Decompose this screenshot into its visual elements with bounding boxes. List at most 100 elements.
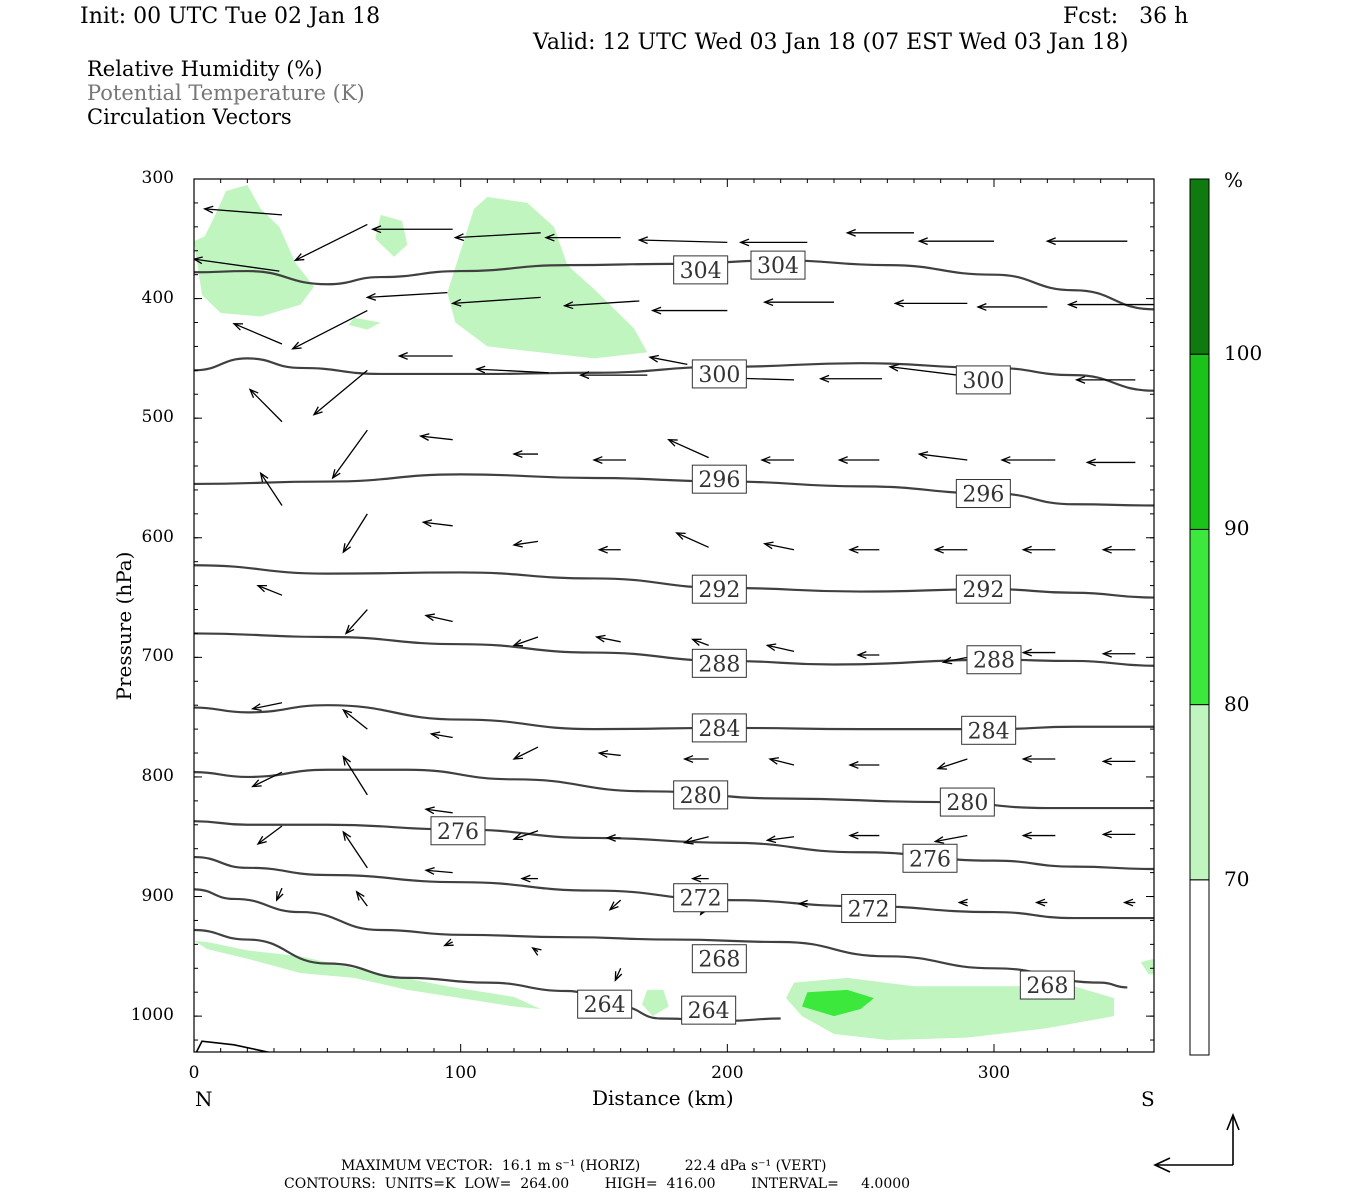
vector-arrow-14 (562, 300, 640, 310)
vector-arrow-89 (690, 874, 709, 883)
theta-contour-304 (194, 259, 1154, 311)
vector-arrow-27 (818, 374, 882, 383)
contour-label-0: 304 (673, 255, 729, 285)
vector-arrow-69 (768, 757, 795, 766)
contour-label-14: 276 (430, 816, 486, 846)
legend-rh: Relative Humidity (%) (87, 57, 323, 81)
vector-arrow-53 (344, 609, 368, 635)
theta-contour-300 (194, 357, 1154, 392)
vector-arrow-58 (765, 643, 795, 653)
valid-time: Valid: 12 UTC Wed 03 Jan 18 (07 EST Wed … (533, 30, 1129, 55)
legend-vectors: Circulation Vectors (87, 105, 292, 129)
vector-arrow-80 (765, 835, 795, 844)
vector-arrow-46 (675, 532, 709, 548)
y-tick-label: 300 (141, 168, 174, 188)
contour-label-17: 272 (841, 893, 897, 923)
vector-arrow-13 (450, 296, 541, 307)
contour-label-19: 268 (1019, 970, 1075, 1000)
vector-arrow-33 (512, 450, 538, 458)
vector-arrow-84 (1101, 830, 1136, 839)
vector-arrow-74 (251, 771, 283, 788)
contour-label-21: 264 (681, 995, 737, 1025)
svg-text:284: 284 (698, 717, 740, 742)
vector-arrow-5 (637, 236, 728, 245)
south-end-label: S (1141, 1087, 1155, 1111)
vector-arrow-0 (202, 205, 283, 216)
y-tick-label: 500 (141, 407, 174, 428)
vector-arrow-25 (648, 354, 688, 366)
contour-label-11: 284 (961, 715, 1017, 745)
forecast-hour: Fcst: 36 h (1063, 4, 1189, 29)
vector-arrow-65 (429, 731, 453, 740)
vector-arrow-7 (845, 228, 914, 237)
vector-arrow-66 (512, 746, 539, 760)
vector-arrow-85 (256, 825, 283, 845)
vector-arrow-45 (597, 545, 621, 554)
vector-arrow-51 (1101, 545, 1136, 554)
colorbar-segment-2 (1189, 528, 1210, 706)
svg-text:292: 292 (962, 578, 1004, 603)
svg-text:268: 268 (698, 948, 740, 973)
svg-text:276: 276 (437, 820, 479, 845)
vector-arrow-56 (594, 634, 621, 643)
vector-arrow-21 (312, 369, 368, 416)
svg-text:280: 280 (680, 784, 722, 809)
vector-arrow-44 (512, 539, 539, 548)
svg-text:276: 276 (909, 847, 951, 872)
init-time: Init: 00 UTC Tue 02 Jan 18 (80, 4, 381, 29)
vector-arrow-24 (578, 371, 648, 380)
contour-label-10: 284 (691, 713, 747, 743)
x-tick-label: 300 (977, 1063, 1011, 1083)
colorbar-level-label: 80 (1224, 691, 1250, 716)
vector-arrow-64 (341, 708, 368, 730)
vector-arrow-41 (259, 471, 283, 506)
vector-arrow-100 (614, 968, 623, 982)
y-tick-label: 700 (141, 646, 174, 667)
vector-arrow-19 (1066, 300, 1154, 309)
vector-arrow-16 (762, 298, 834, 307)
svg-text:288: 288 (973, 649, 1015, 674)
svg-text:272: 272 (848, 897, 890, 922)
vector-arrow-57 (691, 638, 709, 647)
vector-arrow-10 (194, 256, 280, 272)
vector-arrow-91 (355, 890, 368, 907)
rh-region-4 (194, 940, 541, 1009)
vector-arrow-90 (275, 887, 284, 902)
vector-arrow-29 (1074, 375, 1136, 384)
contour-label-8: 288 (691, 648, 747, 678)
vector-arrow-87 (424, 867, 453, 875)
rh-region-0 (194, 184, 314, 317)
vector-arrow-20 (232, 323, 283, 345)
colorbar (1189, 178, 1210, 1056)
rh-region-3 (348, 317, 381, 330)
vector-arrow-9 (1045, 237, 1128, 246)
colorbar-segment-4 (1189, 178, 1210, 355)
vector-arrow-86 (342, 830, 368, 869)
vector-arrow-78 (605, 833, 621, 842)
vector-arrow-67 (597, 750, 621, 758)
contour-label-1: 304 (750, 250, 806, 280)
contour-label-6: 292 (691, 574, 747, 604)
vector-arrow-77 (512, 830, 539, 841)
vector-arrow-1 (293, 223, 368, 262)
vector-arrow-22 (397, 352, 453, 360)
svg-text:296: 296 (962, 483, 1004, 508)
colorbar-level-label: 100 (1224, 341, 1263, 366)
svg-text:304: 304 (757, 254, 799, 279)
legend-theta: Potential Temperature (K) (87, 81, 365, 105)
colorbar-unit: % (1224, 168, 1244, 192)
contour-label-20: 264 (577, 989, 633, 1019)
vector-arrow-60 (941, 656, 968, 665)
vector-arrow-39 (1000, 456, 1056, 464)
vector-arrow-48 (848, 545, 880, 554)
vector-arrow-32 (418, 433, 453, 441)
x-axis-label: Distance (km) (592, 1086, 734, 1110)
axis-ticks (193, 178, 1155, 1052)
vector-arrow-50 (1021, 545, 1056, 554)
vector-arrow-88 (520, 874, 538, 883)
vector-arrow-82 (933, 834, 968, 844)
contour-label-4: 296 (691, 464, 747, 494)
rh-region-7 (802, 989, 874, 1017)
contour-label-13: 280 (939, 787, 995, 817)
